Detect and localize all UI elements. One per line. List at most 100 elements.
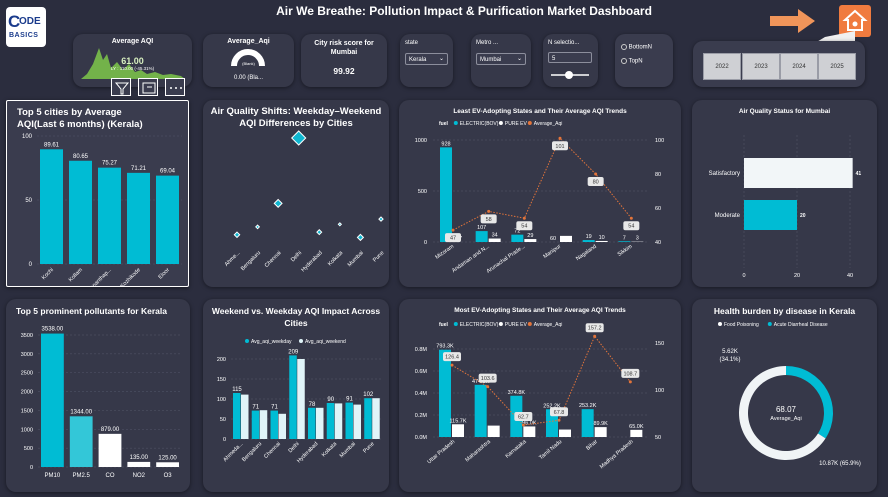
bar[interactable] bbox=[297, 359, 305, 439]
bar[interactable] bbox=[156, 462, 179, 467]
line-label-box bbox=[623, 221, 640, 231]
bar[interactable] bbox=[278, 413, 287, 439]
home-button[interactable] bbox=[839, 5, 871, 37]
year-button-2025[interactable]: 2025 bbox=[818, 53, 856, 80]
bar[interactable] bbox=[595, 240, 608, 242]
bar[interactable] bbox=[474, 384, 487, 437]
bar[interactable] bbox=[316, 407, 324, 439]
bar[interactable] bbox=[353, 404, 362, 439]
line-point[interactable] bbox=[593, 334, 597, 338]
line-point[interactable] bbox=[521, 423, 525, 427]
bar[interactable] bbox=[156, 175, 179, 264]
filter-button[interactable] bbox=[111, 78, 131, 96]
bar[interactable] bbox=[270, 410, 279, 439]
bar[interactable] bbox=[582, 240, 595, 242]
bar[interactable] bbox=[372, 398, 380, 439]
bar[interactable] bbox=[334, 403, 343, 439]
chart-title: Air Quality Shifts: Weekday–Weekend AQI … bbox=[210, 106, 382, 129]
radio-topn[interactable]: TopN bbox=[621, 58, 643, 65]
radio-bottomn[interactable]: BottomN bbox=[621, 44, 652, 51]
bar[interactable] bbox=[40, 149, 63, 264]
bar[interactable] bbox=[308, 407, 316, 439]
bar[interactable] bbox=[259, 410, 268, 439]
scatter-point[interactable] bbox=[255, 224, 261, 230]
bar[interactable] bbox=[241, 394, 249, 439]
gauge-arc bbox=[231, 49, 265, 67]
bar[interactable] bbox=[581, 409, 594, 437]
scatter-point[interactable] bbox=[356, 233, 365, 242]
bar[interactable] bbox=[364, 398, 372, 439]
legend-swatch bbox=[453, 322, 458, 326]
bar[interactable] bbox=[618, 241, 631, 242]
x-tick-label: Pune bbox=[372, 250, 385, 263]
bar[interactable] bbox=[127, 461, 151, 467]
line-point[interactable] bbox=[451, 228, 455, 232]
bar[interactable] bbox=[41, 333, 64, 467]
year-button-2022[interactable]: 2022 bbox=[703, 53, 741, 80]
n-input[interactable]: 5 bbox=[548, 52, 592, 63]
bar[interactable] bbox=[326, 403, 335, 439]
slice-label: 5.62K bbox=[722, 349, 738, 355]
year-button-2024[interactable]: 2024 bbox=[780, 53, 818, 80]
bar[interactable] bbox=[127, 172, 150, 264]
pollutants-chart[interactable]: Top 5 prominent pollutants for Kerala 0 5… bbox=[6, 299, 190, 492]
health-burden-chart[interactable]: Health burden by disease in Kerala Food … bbox=[692, 299, 877, 492]
most-ev-chart[interactable]: Most EV-Adopting States and Their Averag… bbox=[399, 299, 681, 492]
line-point[interactable] bbox=[450, 363, 454, 367]
bar[interactable] bbox=[452, 424, 464, 437]
line-point[interactable] bbox=[486, 385, 490, 389]
bar[interactable] bbox=[251, 410, 260, 439]
scatter-point[interactable] bbox=[273, 198, 283, 208]
bar[interactable] bbox=[440, 147, 452, 242]
bar[interactable] bbox=[744, 158, 853, 188]
bar[interactable] bbox=[559, 429, 571, 437]
bar[interactable] bbox=[69, 416, 93, 467]
bar[interactable] bbox=[523, 426, 536, 437]
weekend-weekday-chart[interactable]: Weekend vs. Weekday AQI Impact Across Ci… bbox=[203, 299, 389, 492]
city-risk-value: 99.92 bbox=[333, 66, 355, 76]
line-point[interactable] bbox=[558, 136, 562, 140]
bar[interactable] bbox=[744, 200, 797, 230]
metro-dropdown[interactable]: Mumbai ⌄ bbox=[476, 53, 526, 65]
focus-mode-button[interactable] bbox=[138, 78, 158, 96]
scatter-point[interactable] bbox=[233, 231, 241, 239]
bar[interactable] bbox=[69, 160, 92, 264]
bar[interactable] bbox=[98, 433, 122, 467]
bar[interactable] bbox=[475, 231, 488, 242]
pie-slice[interactable] bbox=[786, 366, 833, 439]
bar[interactable] bbox=[487, 425, 500, 437]
n-slider[interactable] bbox=[543, 34, 598, 87]
bar[interactable] bbox=[594, 427, 607, 437]
bar[interactable] bbox=[524, 239, 537, 242]
line-point[interactable] bbox=[487, 209, 491, 213]
more-options-button[interactable] bbox=[165, 78, 185, 96]
mumbai-status-chart[interactable]: Air Quality Status for Mumbai 0 20 40 41 Sat… bbox=[692, 100, 877, 287]
scatter-point[interactable] bbox=[337, 222, 343, 227]
bar[interactable] bbox=[345, 402, 354, 439]
scatter-point[interactable] bbox=[316, 229, 323, 236]
line-point[interactable] bbox=[628, 380, 632, 384]
line-point[interactable] bbox=[557, 418, 561, 422]
state-dropdown[interactable]: Kerala ⌄ bbox=[405, 53, 448, 65]
weekday-weekend-shift-chart[interactable]: Air Quality Shifts: Weekday–Weekend AQI … bbox=[203, 100, 389, 287]
bar[interactable] bbox=[560, 235, 572, 242]
line-point[interactable] bbox=[594, 172, 598, 176]
data-label: 71 bbox=[271, 405, 278, 411]
least-ev-chart[interactable]: Least EV-Adopting States and Their Avera… bbox=[399, 100, 681, 287]
scatter-point[interactable] bbox=[378, 216, 384, 222]
top5-cities-chart[interactable]: Top 5 cities by Average AQI(Last 6 month… bbox=[6, 100, 189, 287]
bar[interactable] bbox=[98, 167, 121, 264]
gauge-card: Average_Aqi (Blank) 0.00 (Bla... bbox=[203, 34, 294, 87]
legend-label: fuel bbox=[439, 121, 449, 127]
scatter-point[interactable] bbox=[291, 130, 307, 146]
bar[interactable] bbox=[289, 355, 297, 439]
bar[interactable] bbox=[439, 349, 451, 437]
year-button-2023[interactable]: 2023 bbox=[742, 53, 780, 80]
bar[interactable] bbox=[233, 393, 241, 439]
bar[interactable] bbox=[511, 234, 524, 242]
bar[interactable] bbox=[630, 429, 643, 437]
kpi-title: Average AQI bbox=[111, 38, 154, 45]
line-point[interactable] bbox=[629, 216, 633, 220]
line-point[interactable] bbox=[522, 216, 526, 220]
bar[interactable] bbox=[488, 238, 501, 242]
